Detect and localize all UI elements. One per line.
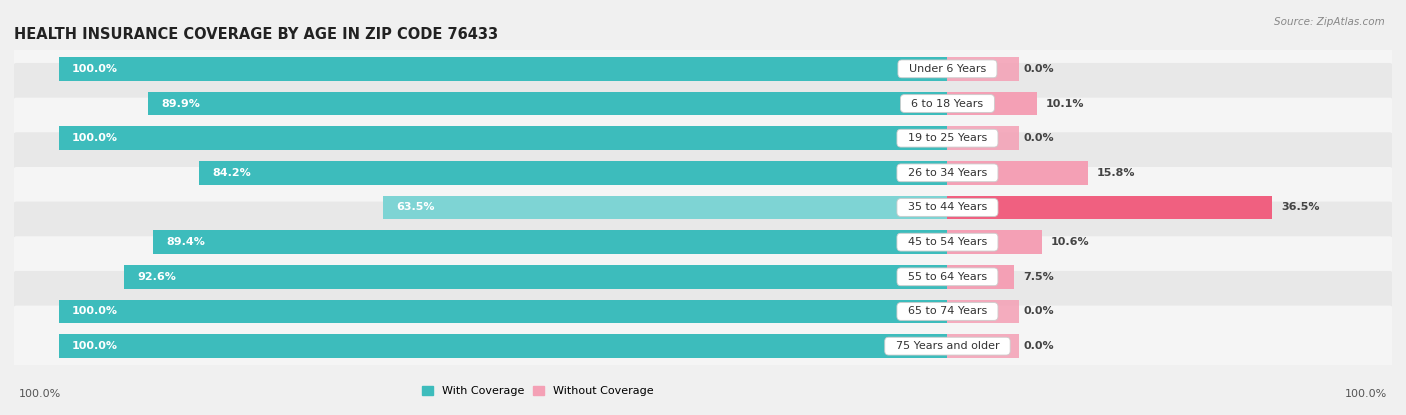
Text: 19 to 25 Years: 19 to 25 Years: [901, 133, 994, 143]
Text: 89.4%: 89.4%: [166, 237, 205, 247]
Bar: [948, 161, 1088, 185]
FancyBboxPatch shape: [10, 28, 1396, 110]
Text: 100.0%: 100.0%: [72, 64, 118, 74]
Bar: [948, 300, 1018, 323]
Text: 89.9%: 89.9%: [162, 98, 201, 108]
Text: 0.0%: 0.0%: [1024, 133, 1053, 143]
FancyBboxPatch shape: [10, 132, 1396, 213]
Text: 0.0%: 0.0%: [1024, 64, 1053, 74]
Text: 36.5%: 36.5%: [1281, 203, 1319, 212]
Bar: [948, 92, 1038, 115]
Text: 45 to 54 Years: 45 to 54 Years: [901, 237, 994, 247]
Bar: [59, 127, 948, 150]
Bar: [948, 127, 1018, 150]
Bar: [948, 230, 1042, 254]
Bar: [200, 161, 948, 185]
FancyBboxPatch shape: [10, 202, 1396, 283]
Text: 0.0%: 0.0%: [1024, 307, 1053, 317]
Text: 15.8%: 15.8%: [1097, 168, 1135, 178]
Bar: [948, 334, 1018, 358]
Text: 26 to 34 Years: 26 to 34 Years: [901, 168, 994, 178]
Bar: [59, 334, 948, 358]
FancyBboxPatch shape: [10, 305, 1396, 387]
Text: 7.5%: 7.5%: [1024, 272, 1053, 282]
Text: 6 to 18 Years: 6 to 18 Years: [904, 98, 990, 108]
Text: 84.2%: 84.2%: [212, 168, 252, 178]
Bar: [59, 57, 948, 81]
Bar: [148, 92, 948, 115]
Legend: With Coverage, Without Coverage: With Coverage, Without Coverage: [418, 381, 658, 400]
Text: 35 to 44 Years: 35 to 44 Years: [901, 203, 994, 212]
FancyBboxPatch shape: [10, 63, 1396, 144]
Text: 100.0%: 100.0%: [72, 133, 118, 143]
Bar: [153, 230, 948, 254]
Text: 10.1%: 10.1%: [1046, 98, 1084, 108]
FancyBboxPatch shape: [10, 98, 1396, 179]
Text: 100.0%: 100.0%: [1346, 389, 1388, 400]
Text: 55 to 64 Years: 55 to 64 Years: [901, 272, 994, 282]
Bar: [382, 196, 948, 219]
Bar: [59, 300, 948, 323]
Text: 100.0%: 100.0%: [72, 307, 118, 317]
Text: 92.6%: 92.6%: [138, 272, 177, 282]
Text: 65 to 74 Years: 65 to 74 Years: [901, 307, 994, 317]
Text: 100.0%: 100.0%: [18, 389, 60, 400]
Bar: [948, 265, 1014, 288]
FancyBboxPatch shape: [10, 236, 1396, 317]
Bar: [124, 265, 948, 288]
FancyBboxPatch shape: [10, 167, 1396, 248]
Text: 75 Years and older: 75 Years and older: [889, 341, 1007, 351]
Bar: [948, 196, 1272, 219]
Text: Source: ZipAtlas.com: Source: ZipAtlas.com: [1274, 17, 1385, 27]
Text: 100.0%: 100.0%: [72, 341, 118, 351]
FancyBboxPatch shape: [10, 271, 1396, 352]
Text: HEALTH INSURANCE COVERAGE BY AGE IN ZIP CODE 76433: HEALTH INSURANCE COVERAGE BY AGE IN ZIP …: [14, 27, 498, 42]
Text: Under 6 Years: Under 6 Years: [901, 64, 993, 74]
Text: 10.6%: 10.6%: [1050, 237, 1090, 247]
Text: 0.0%: 0.0%: [1024, 341, 1053, 351]
Text: 63.5%: 63.5%: [396, 203, 434, 212]
Bar: [948, 57, 1018, 81]
